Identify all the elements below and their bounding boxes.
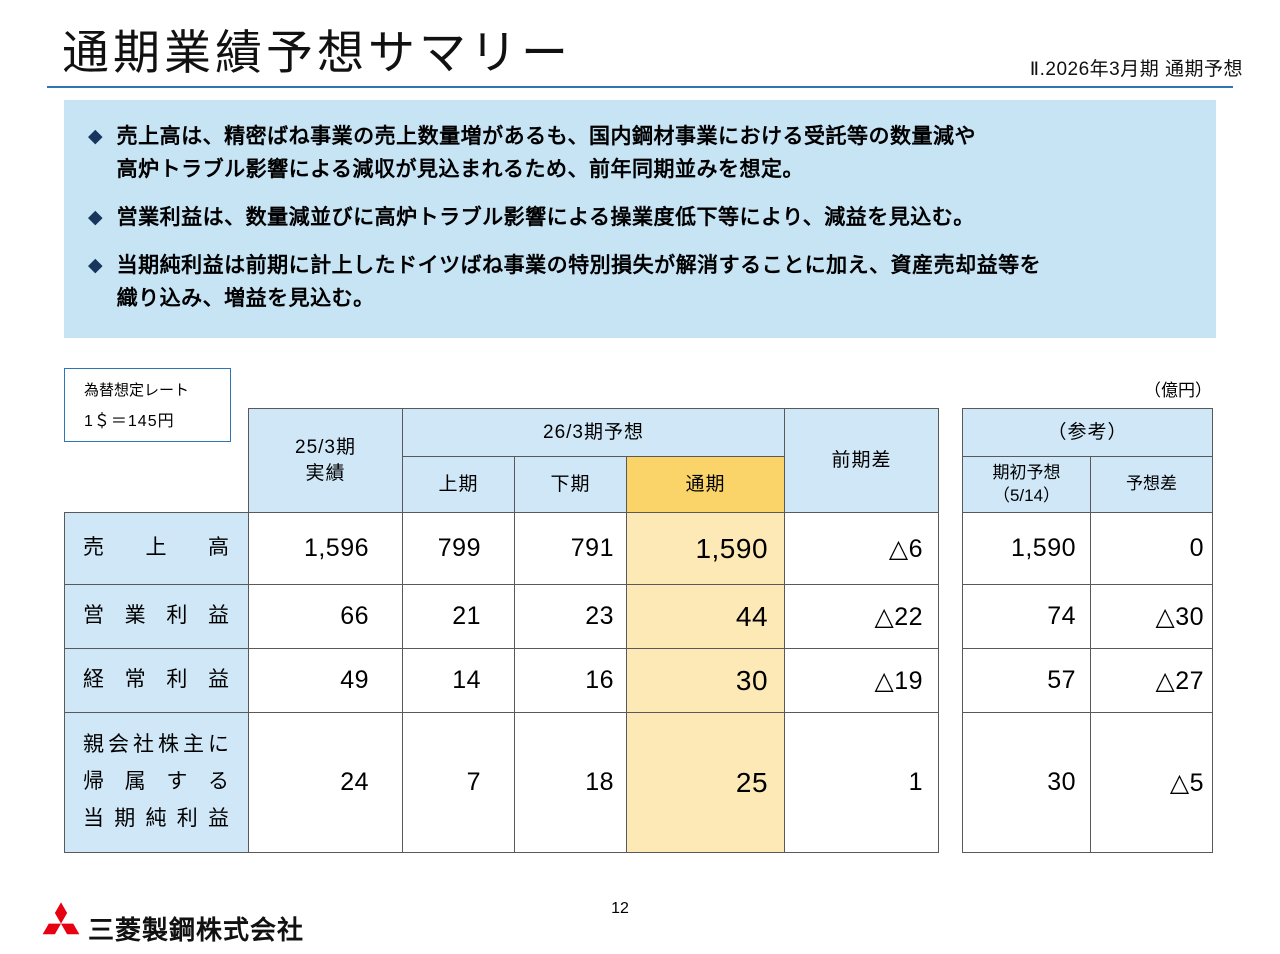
cell-prev-diff: 1 [784,712,940,853]
cell-prev-diff: △22 [784,584,940,649]
unit-label: （億円） [1144,381,1212,400]
table-row: 売上高 1,596 799 791 1,590 △6 [64,512,940,585]
cell-full-year: 25 [625,712,786,853]
cell-h2: 791 [514,512,627,585]
summary-bullet-text: 売上高は、精密ばね事業の売上数量増があるも、国内鋼材事業における受託等の数量減や… [116,125,976,181]
cell-h1: 7 [402,712,515,853]
cell-full-year: 30 [625,648,786,713]
row-label-net-income: 親会社株主に 帰属する 当期純利益 [64,712,249,853]
cell-h2: 18 [514,712,627,853]
column-header-reference-group: （参考） [961,408,1214,457]
summary-bullet-text: 営業利益は、数量減並びに高炉トラブル影響による操業度低下等により、減益を見込む。 [116,206,975,229]
cell-forecast-diff: △27 [1089,648,1214,713]
cell-full-year: 1,590 [625,512,786,585]
table-row: 30 △5 [962,712,1214,853]
cell-full-year: 44 [625,584,786,649]
fx-rate: 1＄＝145円 [84,413,175,430]
fx-assumption-box: 為替想定レート 1＄＝145円 [64,368,231,442]
mitsubishi-logo-icon [42,902,80,935]
cell-actual: 1,596 [248,512,403,585]
cell-actual: 66 [248,584,403,649]
column-header-h1: 上期 [402,456,515,513]
table-row: 1,590 0 [962,512,1214,585]
row-label-operating-income: 営業利益 [64,584,249,649]
fx-label: 為替想定レート [84,382,190,399]
diamond-bullet-icon: ◆ [88,126,103,147]
cell-forecast-diff: △30 [1089,584,1214,649]
column-header-initial-forecast: 期初予想 （5/14） [962,456,1091,513]
cell-h1: 14 [402,648,515,713]
cell-initial-forecast: 57 [962,648,1091,713]
summary-bullet: ◆ 売上高は、精密ばね事業の売上数量増があるも、国内鋼材事業における受託等の数量… [88,120,1192,186]
table-row: 57 △27 [962,648,1214,713]
cell-initial-forecast: 30 [962,712,1091,853]
page-title: 通期業績予想サマリー [62,26,572,79]
cell-h2: 16 [514,648,627,713]
section-label: Ⅱ.2026年3月期 通期予想 [1029,59,1243,80]
summary-box: ◆ 売上高は、精密ばね事業の売上数量増があるも、国内鋼材事業における受託等の数量… [64,100,1216,338]
column-header-full-year: 通期 [625,456,786,513]
row-label-net-sales: 売上高 [64,512,249,585]
summary-bullet-text: 当期純利益は前期に計上したドイツばね事業の特別損失が解消することに加え、資産売却… [116,254,1042,310]
page-number: 12 [611,900,629,917]
cell-actual: 24 [248,712,403,853]
cell-h1: 799 [402,512,515,585]
company-name: 三菱製鋼株式会社 [88,915,305,945]
row-label-ordinary-income: 経常利益 [64,648,249,713]
cell-initial-forecast: 74 [962,584,1091,649]
cell-forecast-diff: 0 [1089,512,1214,585]
column-header-h2: 下期 [514,456,627,513]
diamond-bullet-icon: ◆ [88,255,103,276]
cell-forecast-diff: △5 [1089,712,1214,853]
column-header-prev-diff: 前期差 [784,408,940,513]
cell-prev-diff: △6 [784,512,940,585]
title-divider [47,86,1233,88]
column-header-actual: 25/3期 実績 [248,408,403,513]
table-row: 経常利益 49 14 16 30 △19 [64,648,940,713]
cell-actual: 49 [248,648,403,713]
cell-initial-forecast: 1,590 [962,512,1091,585]
cell-h2: 23 [514,584,627,649]
cell-h1: 21 [402,584,515,649]
reference-table: （参考） 期初予想 （5/14） 予想差 1,590 0 74 △30 57 △… [961,408,1214,853]
forecast-table: 25/3期 実績 26/3期予想 前期差 上期 下期 通期 売上高 1,596 … [64,408,940,853]
summary-bullet: ◆ 当期純利益は前期に計上したドイツばね事業の特別損失が解消することに加え、資産… [88,249,1192,315]
summary-bullet: ◆ 営業利益は、数量減並びに高炉トラブル影響による操業度低下等により、減益を見込… [88,201,1192,234]
table-row: 営業利益 66 21 23 44 △22 [64,584,940,649]
table-row: 親会社株主に 帰属する 当期純利益 24 7 18 25 1 [64,712,940,853]
cell-prev-diff: △19 [784,648,940,713]
column-header-forecast-diff: 予想差 [1089,456,1214,513]
diamond-bullet-icon: ◆ [88,207,103,228]
table-row: 74 △30 [962,584,1214,649]
column-header-forecast-group: 26/3期予想 [401,408,786,457]
